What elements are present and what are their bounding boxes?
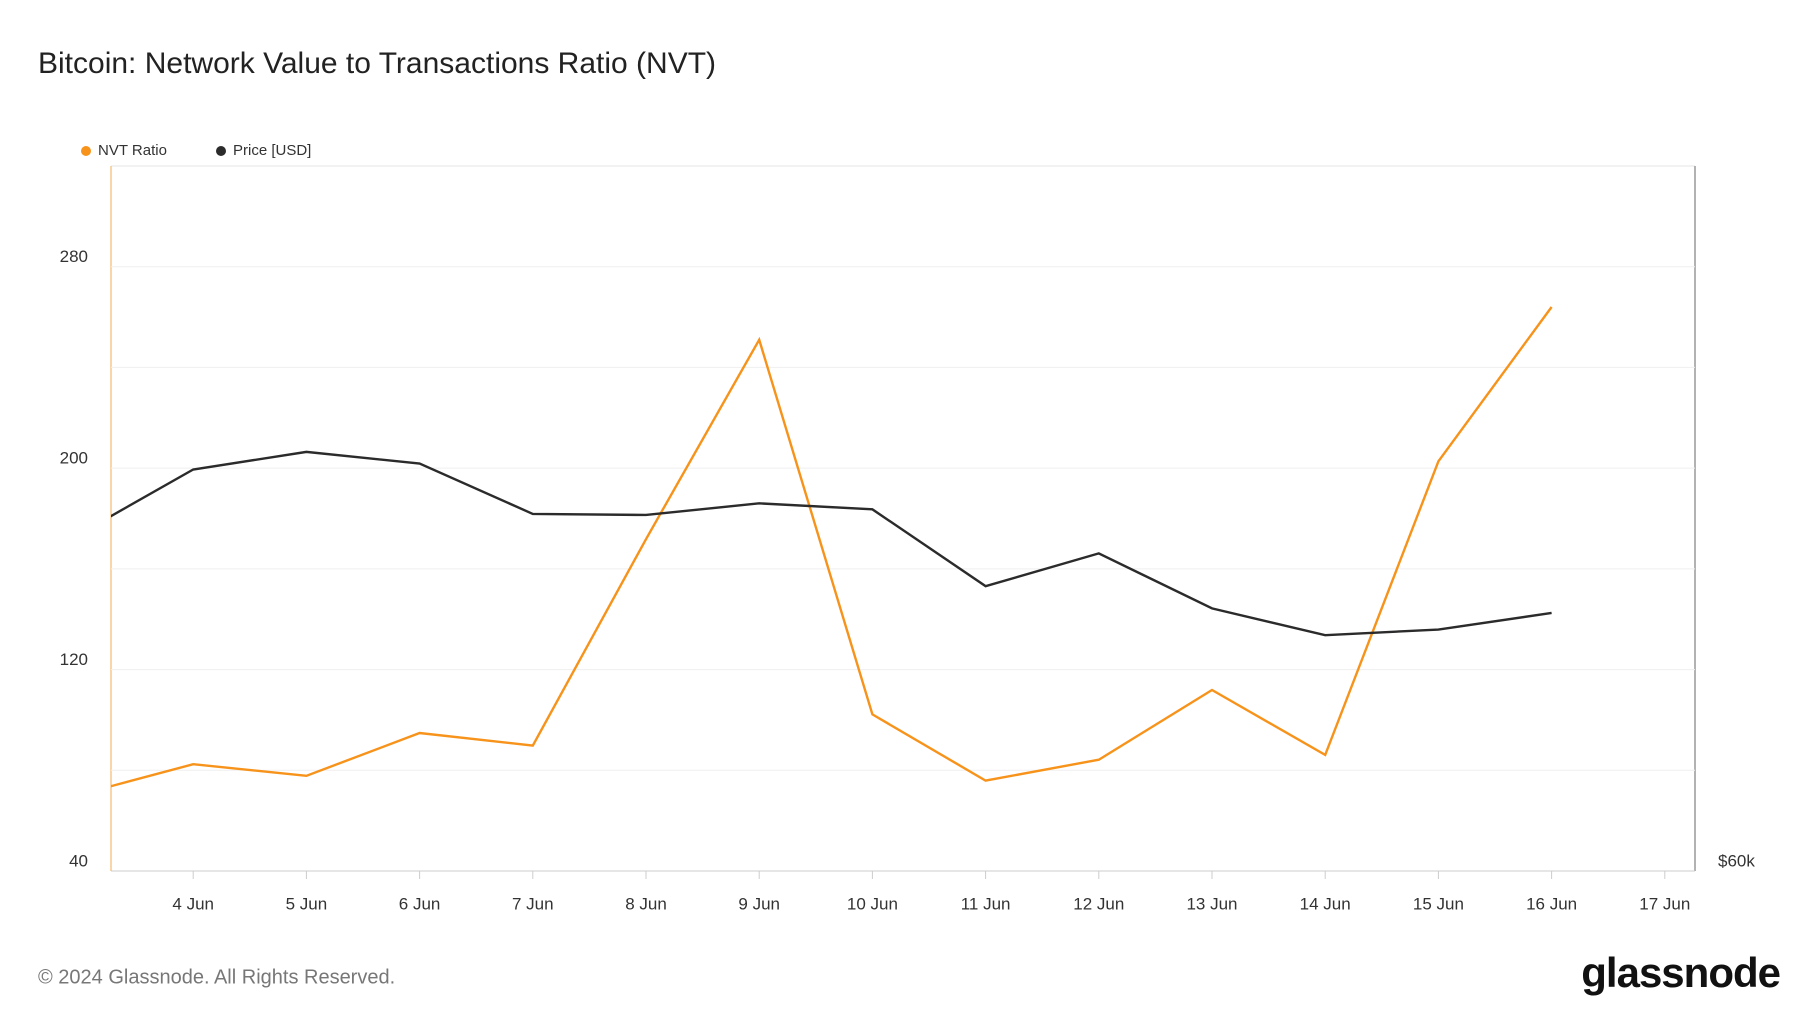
x-tick-label: 15 Jun [1413, 894, 1464, 913]
x-tick-label: 4 Jun [172, 894, 214, 913]
x-tick-label: 5 Jun [286, 894, 328, 913]
x-tick-label: 16 Jun [1526, 894, 1577, 913]
y-tick-label: 40 [69, 851, 88, 870]
legend-label: NVT Ratio [98, 142, 167, 159]
y-tick-label: 120 [60, 650, 88, 669]
x-tick-label: 9 Jun [738, 894, 780, 913]
x-tick-label: 10 Jun [847, 894, 898, 913]
legend-label: Price [USD] [233, 142, 311, 159]
x-tick-label: 17 Jun [1639, 894, 1690, 913]
legend-marker [81, 146, 91, 156]
x-tick-label: 12 Jun [1073, 894, 1124, 913]
y-tick-label: 280 [60, 247, 88, 266]
legend-marker [216, 146, 226, 156]
footer: © 2024 Glassnode. All Rights Reserved. [38, 966, 395, 988]
y2-tick-label: $60k [1718, 851, 1755, 870]
brand-logo: glassnode [1581, 949, 1780, 996]
x-tick-label: 13 Jun [1186, 894, 1237, 913]
x-tick-label: 11 Jun [961, 894, 1011, 913]
line-series [111, 306, 1553, 788]
line-series [111, 450, 1552, 637]
x-tick-label: 14 Jun [1300, 894, 1351, 913]
y-tick-label: 200 [60, 449, 88, 468]
x-tick-label: 6 Jun [399, 894, 441, 913]
x-tick-label: 8 Jun [625, 894, 667, 913]
chart-title: Bitcoin: Network Value to Transactions R… [38, 47, 716, 80]
x-tick-label: 7 Jun [512, 894, 554, 913]
